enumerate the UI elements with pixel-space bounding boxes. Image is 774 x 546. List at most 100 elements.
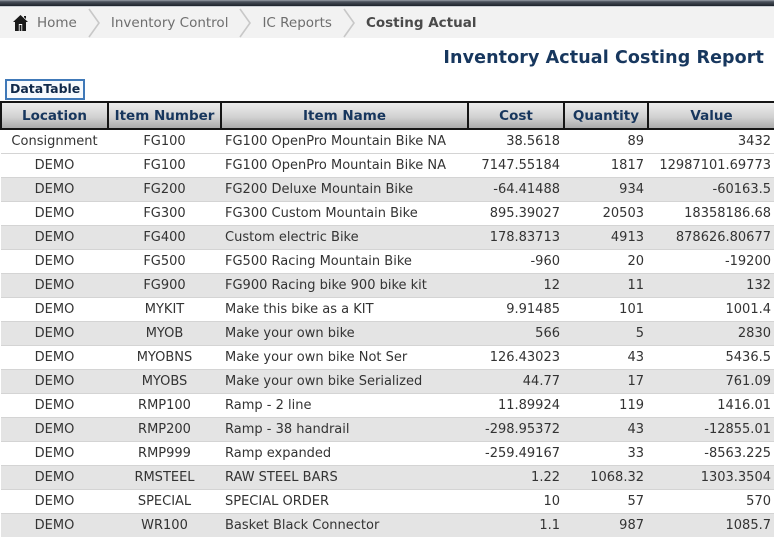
cell-item-name: Make your own bike Not Ser: [225, 349, 408, 365]
home-icon: [13, 14, 28, 31]
cell-location: DEMO: [34, 397, 75, 413]
cell-item-number: FG300: [143, 205, 186, 221]
cell-item-number: FG100: [143, 133, 186, 149]
cell-item-name: Make this bike as a KIT: [225, 301, 374, 317]
table-row: DEMO RMP100 Ramp - 2 line 11.89924 119 1416.0…: [1, 393, 774, 417]
cell-item-number: SPECIAL: [137, 493, 192, 509]
table-row: DEMO FG900 FG900 Racing bike 900 bike kit 1…: [1, 273, 774, 297]
cell-value: 5436.5: [725, 349, 772, 365]
cell-cost: 10: [543, 493, 560, 509]
chevron-right-icon: [239, 8, 252, 37]
cell-item-number: FG200: [143, 181, 186, 197]
cell-value: 878626.80677: [675, 229, 771, 245]
cell-quantity: 17: [627, 373, 644, 389]
breadcrumb: Home Inventory Control IC Reports Costing A…: [0, 7, 774, 38]
cell-item-number: MYOBS: [141, 373, 188, 389]
cell-value: 3432: [737, 133, 771, 149]
cell-item-name: FG300 Custom Mountain Bike: [225, 205, 418, 221]
cell-location: DEMO: [34, 373, 75, 389]
cell-location: DEMO: [34, 325, 75, 341]
cell-location: DEMO: [34, 253, 75, 269]
cell-item-number: MYOBNS: [136, 349, 193, 365]
cell-location: DEMO: [34, 469, 75, 485]
cell-cost: 38.5618: [506, 133, 560, 149]
cell-value: 2830: [737, 325, 771, 341]
cell-item-name: Ramp - 2 line: [225, 397, 312, 413]
cell-item-number: FG100: [143, 157, 186, 173]
table-row: DEMO SPECIAL SPECIAL ORDER 10 57 570: [1, 489, 774, 513]
cell-item-name: SPECIAL ORDER: [225, 493, 330, 509]
cell-item-number: FG500: [143, 253, 186, 269]
column-header-value: Value: [647, 101, 774, 130]
cell-location: DEMO: [34, 517, 75, 533]
cell-location: DEMO: [34, 349, 75, 365]
table-row: Consignment FG100 FG100 OpenPro Mountain B…: [1, 129, 774, 153]
chevron-right-icon: [88, 8, 100, 37]
cell-location: DEMO: [34, 445, 75, 461]
table-row: DEMO MYOB Make your own bike 566 5 2830: [1, 321, 774, 345]
table-row: DEMO MYOBNS Make your own bike Not Ser 126.…: [1, 345, 774, 369]
cell-location: DEMO: [34, 205, 75, 221]
cell-value: 761.09: [725, 373, 772, 389]
cell-quantity: 11: [627, 277, 644, 293]
table-row: DEMO RMSTEEL RAW STEEL BARS 1.22 1068.32 1303…: [1, 465, 774, 489]
cell-quantity: 20503: [602, 205, 644, 221]
cell-item-number: MYOB: [145, 325, 184, 341]
cell-cost: -298.95372: [485, 421, 560, 437]
breadcrumb-item-ic-reports[interactable]: IC Reports: [262, 14, 332, 31]
cell-item-name: FG500 Racing Mountain Bike: [225, 253, 412, 269]
cell-item-name: Ramp expanded: [225, 445, 332, 461]
cell-value: 12987101.69773: [659, 157, 771, 173]
table-row: DEMO MYKIT Make this bike as a KIT 9.91485 1…: [1, 297, 774, 321]
chevron-right-icon: [343, 8, 355, 37]
cell-quantity: 5: [635, 325, 644, 341]
cell-item-name: Make your own bike: [225, 325, 355, 341]
cell-location: DEMO: [34, 181, 75, 197]
cell-quantity: 43: [627, 349, 644, 365]
breadcrumb-item-home[interactable]: Home: [8, 14, 87, 31]
table-row: DEMO FG200 FG200 Deluxe Mountain Bike -64.4…: [1, 177, 774, 201]
cell-value: 1085.7: [725, 517, 772, 533]
cell-item-name: Custom electric Bike: [225, 229, 359, 245]
cell-quantity: 4913: [610, 229, 644, 245]
table-row: DEMO RMP200 Ramp - 38 handrail -298.95372 43…: [1, 417, 774, 441]
cell-location: DEMO: [34, 229, 75, 245]
cell-value: 18358186.68: [684, 205, 771, 221]
cell-item-number: RMP100: [138, 397, 191, 413]
report-table-body: Consignment FG100 FG100 OpenPro Mountain B…: [1, 129, 774, 537]
cell-location: DEMO: [34, 301, 75, 317]
table-row: DEMO FG500 FG500 Racing Mountain Bike -960 2…: [1, 249, 774, 273]
cell-item-number: FG400: [143, 229, 186, 245]
cell-quantity: 43: [627, 421, 644, 437]
datatable-label[interactable]: DataTable: [5, 79, 86, 100]
cell-quantity: 1068.32: [590, 469, 644, 485]
cell-location: DEMO: [34, 157, 75, 173]
table-row: DEMO FG300 FG300 Custom Mountain Bike 895.3…: [1, 201, 774, 225]
cell-cost: -960: [530, 253, 560, 269]
cell-value: -12855.01: [704, 421, 771, 437]
cell-quantity: 101: [619, 301, 644, 317]
cell-value: 1416.01: [717, 397, 771, 413]
top-bar: [0, 0, 774, 7]
cell-quantity: 119: [619, 397, 644, 413]
cell-item-name: FG200 Deluxe Mountain Bike: [225, 181, 414, 197]
cell-cost: 11.89924: [497, 397, 560, 413]
column-header-cost: Cost: [467, 101, 565, 130]
column-header-item-number: Item Number: [107, 101, 222, 130]
cell-item-number: RMP200: [138, 421, 191, 437]
cell-cost: -259.49167: [485, 445, 560, 461]
cell-item-number: WR100: [141, 517, 188, 533]
breadcrumb-item-inventory-control[interactable]: Inventory Control: [110, 14, 229, 31]
datatable-label-wrap: DataTable: [0, 78, 774, 101]
cell-item-number: RMP999: [138, 445, 191, 461]
cell-quantity: 89: [627, 133, 644, 149]
table-row: DEMO RMP999 Ramp expanded -259.49167 33 -8563…: [1, 441, 774, 465]
cell-location: DEMO: [34, 493, 75, 509]
cell-cost: 7147.55184: [481, 157, 560, 173]
table-row: DEMO FG400 Custom electric Bike 178.83713 49…: [1, 225, 774, 249]
cell-item-name: FG100 OpenPro Mountain Bike NA: [225, 133, 447, 149]
cell-value: -8563.225: [704, 445, 771, 461]
cell-cost: 126.43023: [489, 349, 560, 365]
cell-quantity: 934: [619, 181, 644, 197]
page-title: Inventory Actual Costing Report: [443, 48, 764, 68]
